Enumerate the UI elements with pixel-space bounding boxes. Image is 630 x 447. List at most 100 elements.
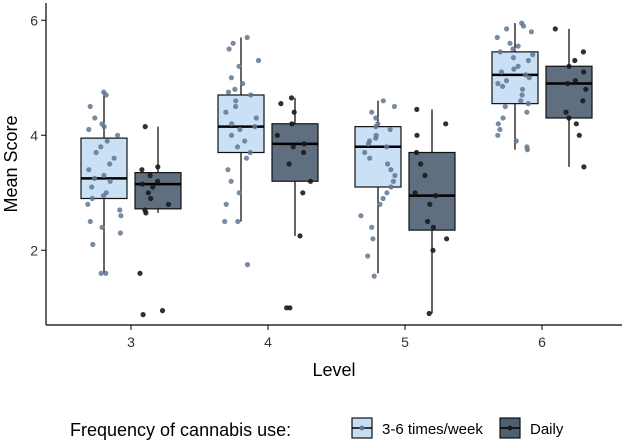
- data-point: [380, 195, 386, 202]
- data-point: [85, 201, 91, 207]
- data-point: [580, 98, 586, 104]
- box-weekly-level-3: [80, 92, 128, 274]
- data-point: [573, 121, 579, 127]
- data-point: [580, 49, 587, 55]
- data-point: [287, 305, 293, 311]
- data-point: [225, 89, 232, 95]
- data-point: [274, 132, 280, 138]
- data-point: [99, 224, 105, 230]
- data-point: [147, 172, 153, 179]
- data-point: [235, 218, 241, 225]
- data-point: [301, 141, 307, 147]
- data-point: [583, 86, 589, 92]
- data-point: [233, 103, 239, 110]
- data-point: [222, 218, 228, 225]
- data-point: [253, 115, 259, 121]
- legend-label: 3-6 times/week: [382, 421, 483, 438]
- data-point: [530, 52, 536, 58]
- data-point: [228, 132, 235, 138]
- data-point: [159, 308, 166, 314]
- data-point: [528, 29, 535, 35]
- data-point: [139, 167, 145, 173]
- data-point: [524, 109, 530, 115]
- data-point: [247, 149, 253, 156]
- data-point: [104, 138, 110, 144]
- data-point: [145, 190, 151, 196]
- data-point: [373, 135, 379, 141]
- data-point: [92, 115, 98, 121]
- data-point: [288, 95, 295, 101]
- data-point: [286, 161, 292, 167]
- legend-item-weekly: 3-6 times/week: [351, 417, 483, 439]
- data-point: [500, 83, 506, 89]
- data-point: [390, 178, 396, 184]
- data-point: [118, 213, 124, 219]
- data-point: [243, 155, 250, 161]
- data-point: [103, 92, 109, 98]
- data-point: [519, 86, 526, 92]
- data-point: [91, 175, 98, 181]
- data-point: [427, 201, 433, 207]
- legend-items: 3-6 times/week Daily: [351, 417, 564, 439]
- data-point: [373, 115, 379, 121]
- data-point: [365, 253, 371, 259]
- data-point: [234, 144, 241, 150]
- data-point: [297, 233, 303, 239]
- box-body: [271, 123, 319, 182]
- data-point: [524, 147, 531, 153]
- plot-area: [80, 20, 593, 318]
- data-point: [139, 181, 145, 187]
- data-point: [523, 72, 529, 78]
- x-axis-title: Level: [312, 360, 355, 380]
- data-point: [502, 103, 508, 110]
- data-point: [430, 224, 436, 230]
- legend-swatch-point: [359, 425, 365, 431]
- data-point: [255, 57, 262, 64]
- data-point: [369, 109, 375, 115]
- data-point: [518, 98, 524, 104]
- data-point: [377, 201, 383, 207]
- data-point: [140, 312, 146, 318]
- data-point: [278, 101, 284, 107]
- y-tick-label: 6: [30, 12, 38, 28]
- data-point: [223, 201, 229, 207]
- data-point: [520, 23, 527, 29]
- data-point: [228, 178, 234, 184]
- legend-item-daily: Daily: [499, 417, 564, 439]
- legend-label: Daily: [530, 421, 564, 438]
- data-point: [497, 49, 503, 55]
- box-daily-level-4: [271, 97, 319, 236]
- data-point: [111, 155, 117, 161]
- data-point: [503, 78, 510, 84]
- data-point: [425, 218, 431, 225]
- data-point: [103, 270, 109, 276]
- data-point: [430, 247, 436, 253]
- data-point: [232, 86, 238, 92]
- y-tick-label: 4: [30, 127, 38, 143]
- legend-swatch-point: [507, 425, 513, 431]
- data-point: [87, 218, 93, 225]
- data-point: [252, 124, 258, 130]
- data-point: [143, 210, 149, 216]
- x-axis-ticks: 3 4 5 6: [127, 325, 546, 350]
- data-point: [444, 236, 450, 242]
- data-point: [510, 55, 516, 61]
- data-point: [233, 98, 239, 104]
- data-point: [226, 46, 232, 52]
- data-point: [413, 149, 420, 156]
- data-point: [552, 26, 558, 32]
- data-point: [137, 270, 143, 276]
- y-axis-title: Mean Score: [1, 115, 21, 212]
- data-point: [371, 273, 377, 279]
- data-point: [380, 98, 386, 104]
- data-point: [300, 190, 306, 196]
- data-point: [107, 161, 113, 167]
- data-point: [525, 57, 532, 64]
- data-point: [384, 144, 390, 150]
- data-point: [148, 195, 154, 202]
- legend-title: Frequency of cannabis use:: [70, 420, 291, 440]
- x-tick-label: 6: [538, 334, 546, 350]
- data-point: [289, 121, 295, 127]
- x-tick-label: 5: [401, 334, 409, 350]
